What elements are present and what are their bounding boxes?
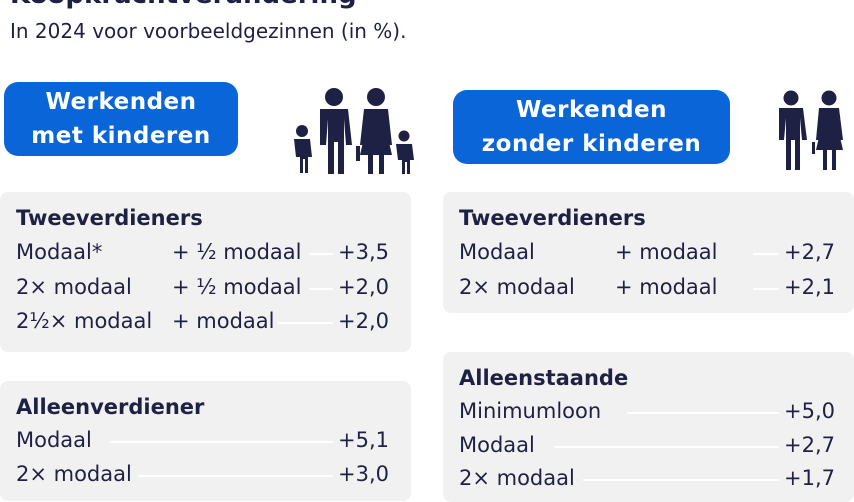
- income-cell: Modaal*: [16, 240, 103, 264]
- leader-line: [110, 441, 333, 443]
- partner-cell: + modaal: [172, 309, 275, 333]
- leader-line: [583, 479, 779, 481]
- table-row: Modaal* + ½ modaal +3,5: [16, 240, 389, 270]
- table-row: 2½× modaal + modaal +2,0: [16, 309, 389, 339]
- income-cell: 2× modaal: [16, 462, 132, 486]
- income-cell: 2× modaal: [459, 466, 575, 490]
- table-row: Modaal +5,1: [16, 428, 389, 458]
- table-row: 2× modaal +3,0: [16, 462, 389, 492]
- panel-heading: Alleenstaande: [459, 366, 629, 390]
- value-cell: +2,1: [784, 275, 835, 299]
- value-cell: +5,0: [784, 399, 835, 423]
- income-cell: 2½× modaal: [16, 309, 153, 333]
- group-label-line1: Werkenden: [45, 89, 197, 115]
- value-cell: +2,7: [784, 240, 835, 264]
- partner-cell: + modaal: [615, 275, 718, 299]
- value-cell: +3,0: [338, 462, 389, 486]
- panel-tweeverdieners-met-kinderen: Tweeverdieners Modaal* + ½ modaal +3,5 2…: [0, 192, 411, 352]
- table-row: Modaal + modaal +2,7: [459, 240, 835, 270]
- group-label-without-children: Werkenden zonder kinderen: [453, 90, 730, 164]
- table-row: 2× modaal +1,7: [459, 466, 835, 496]
- group-label-line2: met kinderen: [31, 123, 211, 149]
- table-row: 2× modaal + ½ modaal +2,0: [16, 275, 389, 305]
- partner-cell: + modaal: [615, 240, 718, 264]
- panel-heading: Tweeverdieners: [459, 206, 646, 230]
- leader-line: [309, 288, 333, 290]
- panel-tweeverdieners-zonder-kinderen: Tweeverdieners Modaal + modaal +2,7 2× m…: [443, 192, 854, 313]
- income-cell: 2× modaal: [459, 275, 575, 299]
- page-title: Koopkrachtverandering: [10, 0, 357, 10]
- value-cell: +2,7: [784, 433, 835, 457]
- leader-line: [554, 446, 779, 448]
- income-cell: Minimumloon: [459, 399, 602, 423]
- leader-line: [278, 322, 333, 324]
- table-row: 2× modaal + modaal +2,1: [459, 275, 835, 305]
- value-cell: +1,7: [784, 466, 835, 490]
- value-cell: +3,5: [338, 240, 389, 264]
- leader-line: [753, 288, 779, 290]
- group-label-line2: zonder kinderen: [481, 131, 702, 157]
- partner-cell: + ½ modaal: [172, 240, 302, 264]
- value-cell: +5,1: [338, 428, 389, 452]
- group-label-line1: Werkenden: [515, 97, 668, 123]
- table-row: Modaal +2,7: [459, 433, 835, 463]
- income-cell: Modaal: [459, 240, 535, 264]
- panel-heading: Alleenverdiener: [16, 395, 205, 419]
- partner-cell: + ½ modaal: [172, 275, 302, 299]
- family-with-children-icon: [294, 88, 414, 174]
- income-cell: 2× modaal: [16, 275, 132, 299]
- panel-alleenverdiener: Alleenverdiener Modaal +5,1 2× modaal +3…: [0, 381, 411, 501]
- leader-line: [138, 475, 333, 477]
- couple-icon: [779, 90, 843, 170]
- panel-heading: Tweeverdieners: [16, 206, 203, 230]
- leader-line: [309, 253, 333, 255]
- income-cell: Modaal: [16, 428, 92, 452]
- table-row: Minimumloon +5,0: [459, 399, 835, 429]
- value-cell: +2,0: [338, 275, 389, 299]
- leader-line: [753, 253, 779, 255]
- page-subtitle: In 2024 voor voorbeeldgezinnen (in %).: [10, 19, 407, 43]
- leader-line: [627, 412, 779, 414]
- income-cell: Modaal: [459, 433, 535, 457]
- group-label-with-children: Werkenden met kinderen: [4, 82, 238, 156]
- value-cell: +2,0: [338, 309, 389, 333]
